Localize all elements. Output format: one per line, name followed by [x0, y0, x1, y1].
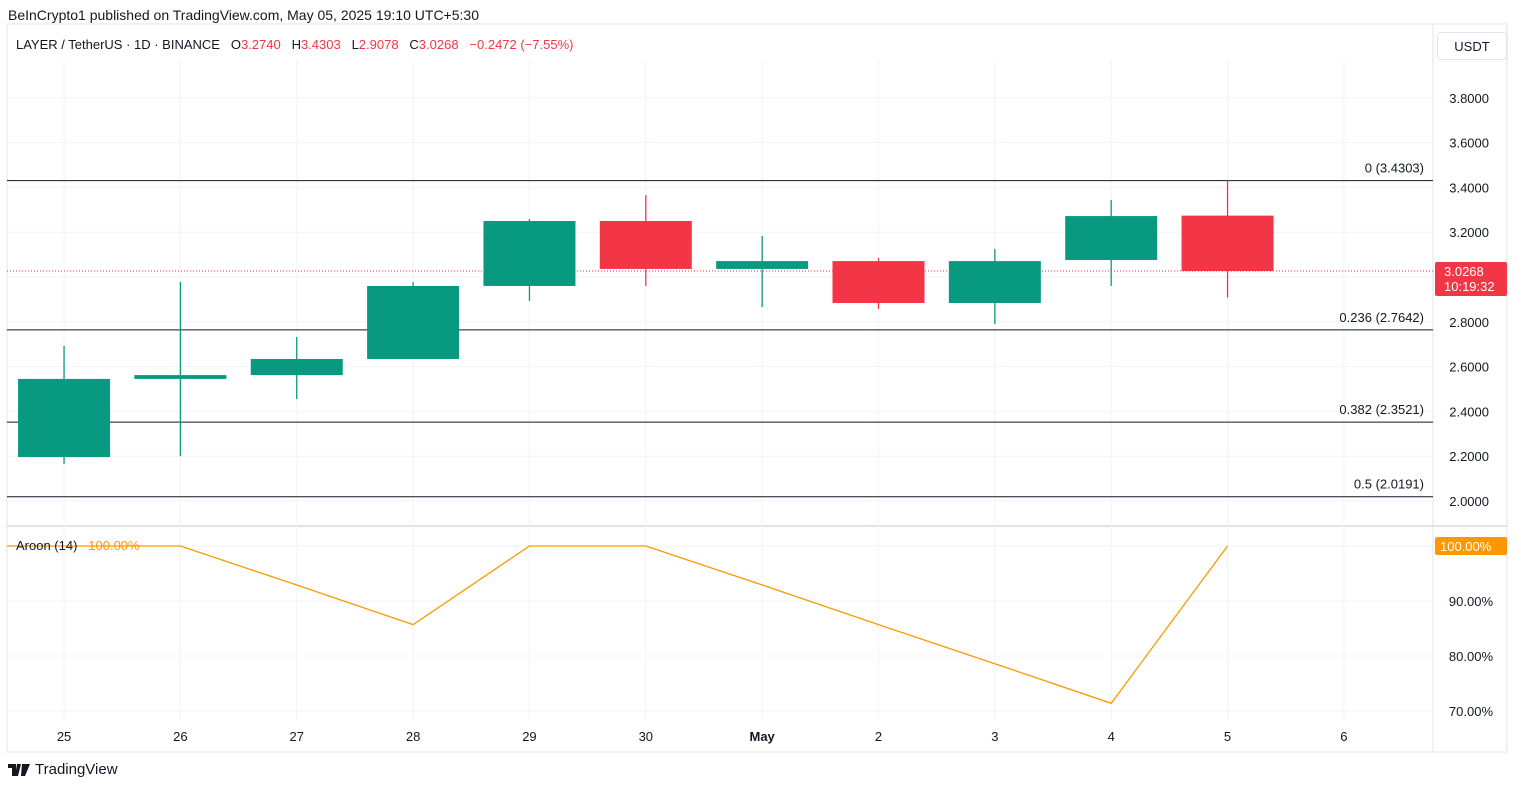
symbol-title[interactable]: LAYER / TetherUS · 1D · BINANCE [16, 37, 220, 52]
low-value: 2.9078 [358, 37, 399, 52]
candle-body [367, 285, 460, 359]
time-axis-label: May [750, 729, 776, 744]
close-label: C [409, 37, 419, 52]
candle-body [1181, 215, 1274, 271]
tradingview-logo-icon [8, 763, 30, 776]
price-axis-label: 3.6000 [1449, 136, 1489, 151]
candle-body [483, 221, 576, 286]
time-axis-label: 28 [406, 729, 420, 744]
candle-body [134, 375, 227, 379]
time-axis-label: 30 [639, 729, 653, 744]
price-axis-label: 2.4000 [1449, 404, 1489, 419]
last-price-value: 3.0268 [1444, 264, 1484, 279]
chart-frame [6, 23, 1508, 753]
time-axis-label: 25 [57, 729, 71, 744]
aroon-last-badge [1435, 537, 1507, 555]
low-label: L [351, 37, 359, 52]
price-axis-label: 2.2000 [1449, 449, 1489, 464]
symbol-legend: LAYER / TetherUS · 1D · BINANCE O3.2740 … [16, 37, 573, 52]
time-axis-label: 3 [991, 729, 998, 744]
bar-countdown: 10:19:32 [1444, 279, 1495, 294]
close-value: 3.0268 [418, 37, 459, 52]
candle-body [599, 221, 692, 269]
price-axis-label: 2.0000 [1449, 494, 1489, 509]
candle-body [716, 261, 809, 269]
fib-level-label: 0.236 (2.7642) [1339, 310, 1424, 325]
brand-text: TradingView [35, 761, 118, 778]
aroon-last-value: 100.00% [1440, 539, 1492, 554]
time-axis-label: 4 [1108, 729, 1115, 744]
time-axis-label: 29 [522, 729, 536, 744]
high-value: 3.4303 [300, 37, 341, 52]
price-axis-label: 3.2000 [1449, 225, 1489, 240]
fib-level-label: 0 (3.4303) [1365, 161, 1424, 176]
aroon-axis-label: 80.00% [1449, 649, 1494, 664]
candle-body [948, 261, 1041, 303]
aroon-title[interactable]: Aroon (14) [16, 538, 78, 553]
currency-unit-button[interactable]: USDT [1437, 32, 1507, 60]
change-value: −0.2472 (−7.55%) [469, 37, 574, 52]
aroon-axis-label: 90.00% [1449, 594, 1494, 609]
aroon-up-line [7, 545, 1229, 705]
aroon-value: 100.00% [88, 538, 140, 553]
high-label: H [291, 37, 301, 52]
aroon-axis-label: 70.00% [1449, 704, 1494, 719]
candle-body [18, 378, 111, 458]
published-note: BeInCrypto1 published on TradingView.com… [8, 7, 479, 23]
time-axis-label: 2 [875, 729, 882, 744]
price-axis-label: 2.6000 [1449, 360, 1489, 375]
time-axis-label: 5 [1224, 729, 1231, 744]
time-axis-label: 6 [1340, 729, 1347, 744]
price-axis-label: 3.4000 [1449, 180, 1489, 195]
aroon-legend: Aroon (14) 100.00% [16, 538, 140, 553]
tradingview-logo[interactable]: TradingView [8, 761, 118, 778]
open-label: O [230, 37, 241, 52]
fib-level-label: 0.382 (2.3521) [1339, 402, 1424, 417]
candle-body [832, 261, 925, 303]
fib-level-label: 0.5 (2.0191) [1354, 477, 1424, 492]
candle-body [1065, 216, 1158, 260]
price-axis-label: 2.8000 [1449, 315, 1489, 330]
candle-body [250, 358, 343, 376]
price-axis-label: 3.8000 [1449, 91, 1489, 106]
time-axis-label: 27 [290, 729, 304, 744]
open-value: 3.2740 [240, 37, 281, 52]
last-price-badge [1435, 261, 1507, 296]
time-axis-label: 26 [173, 729, 187, 744]
